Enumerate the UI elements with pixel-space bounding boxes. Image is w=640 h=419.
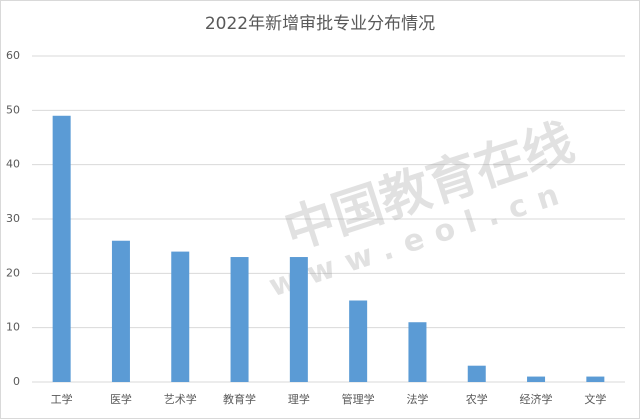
bar (467, 365, 486, 382)
x-tick-label: 经济学 (520, 392, 553, 406)
bar (408, 322, 427, 382)
x-tick-label: 艺术学 (164, 392, 197, 406)
x-tick-label: 法学 (406, 392, 428, 406)
bar (171, 251, 190, 382)
y-tick-label: 20 (6, 266, 20, 279)
x-tick-label: 农学 (466, 392, 488, 406)
y-tick-label: 60 (6, 49, 20, 62)
y-tick-label: 40 (6, 158, 20, 171)
x-tick-label: 文学 (584, 392, 606, 406)
bar (586, 376, 605, 382)
x-tick-label: 理学 (288, 392, 310, 406)
y-tick-label: 50 (6, 103, 20, 116)
x-tick-label: 教育学 (223, 392, 256, 406)
x-tick-label: 管理学 (342, 392, 375, 406)
chart-title: 2022年新增审批专业分布情况 (205, 14, 435, 34)
bar (230, 257, 249, 382)
y-tick-label: 10 (6, 321, 20, 334)
x-tick-label: 医学 (110, 392, 132, 406)
bar (527, 376, 546, 382)
bar (52, 115, 71, 383)
bar (289, 257, 308, 382)
bar (349, 300, 368, 382)
bar (111, 240, 130, 382)
y-tick-label: 30 (6, 212, 20, 225)
x-tick-label: 工学 (51, 392, 73, 406)
y-tick-label: 0 (13, 375, 20, 388)
